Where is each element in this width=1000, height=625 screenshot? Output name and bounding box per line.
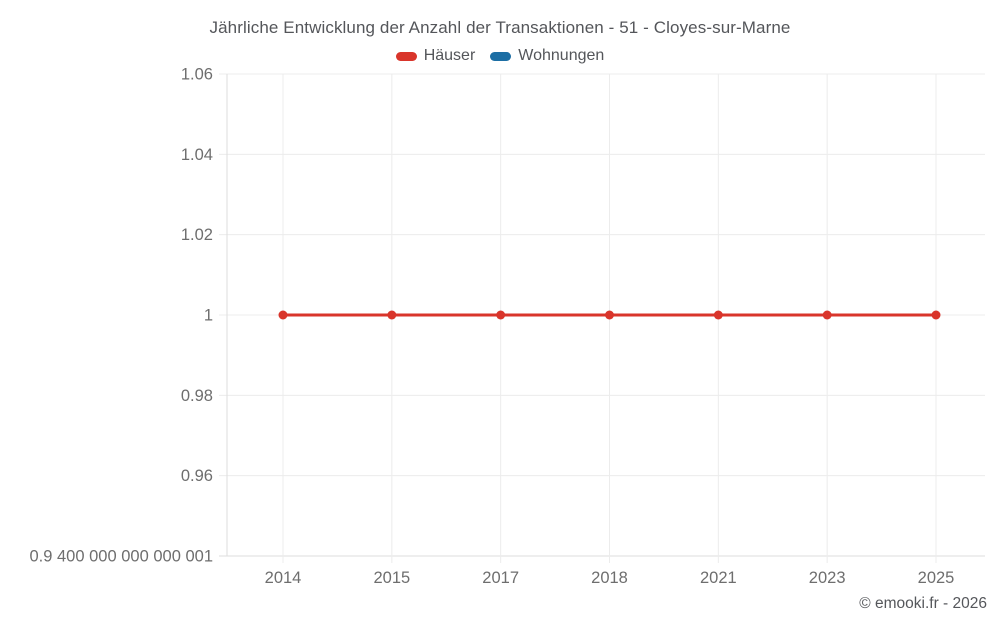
y-tick-label: 0.98 bbox=[181, 387, 213, 405]
x-tick-label: 2021 bbox=[700, 569, 737, 587]
x-tick-label: 2023 bbox=[809, 569, 846, 587]
x-tick-label: 2014 bbox=[265, 569, 302, 587]
legend-label-wohnungen: Wohnungen bbox=[518, 47, 605, 64]
haeuser-legend-swatch-icon bbox=[395, 51, 417, 61]
x-tick-label: 2015 bbox=[373, 569, 410, 587]
y-tick-label: 1.04 bbox=[181, 146, 213, 164]
y-tick-label: 0.9 400 000 000 000 001 bbox=[29, 548, 213, 566]
data-point[interactable] bbox=[605, 310, 614, 320]
wohnungen-legend-swatch-icon bbox=[490, 51, 512, 61]
copyright-label: © emooki.fr - 2026 bbox=[859, 595, 987, 612]
data-point[interactable] bbox=[822, 310, 832, 320]
data-point[interactable] bbox=[278, 310, 288, 320]
y-tick-label: 1.06 bbox=[181, 66, 213, 84]
legend: Häuser Wohnungen bbox=[0, 46, 1000, 66]
data-point[interactable] bbox=[713, 310, 723, 320]
x-tick-label: 2025 bbox=[918, 569, 955, 587]
chart-title: Jährliche Entwicklung der Anzahl der Tra… bbox=[209, 18, 791, 37]
x-tick-label: 2018 bbox=[591, 569, 628, 587]
data-point[interactable] bbox=[931, 310, 941, 320]
y-tick-label: 0.96 bbox=[181, 467, 213, 485]
legend-item-wohnungen[interactable]: Wohnungen bbox=[490, 47, 604, 65]
legend-item-haeuser[interactable]: Häuser bbox=[395, 47, 476, 65]
y-tick-label: 1.02 bbox=[181, 226, 213, 244]
legend-label-haeuser: Häuser bbox=[423, 47, 476, 64]
x-tick-label: 2017 bbox=[482, 569, 519, 587]
data-point[interactable] bbox=[496, 310, 506, 320]
y-tick-label: 1 bbox=[204, 307, 213, 325]
data-point[interactable] bbox=[387, 310, 397, 320]
